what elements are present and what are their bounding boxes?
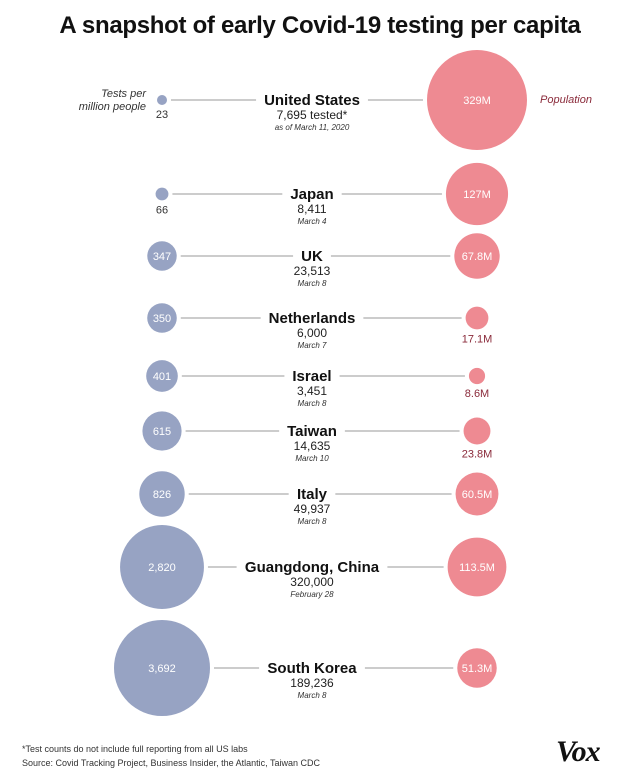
test-date: February 28 — [290, 590, 334, 599]
tests-value: 66 — [156, 204, 168, 216]
legend-population: Population — [540, 94, 592, 106]
tested-count: 189,236 — [290, 676, 334, 690]
tested-count: 6,000 — [297, 326, 327, 340]
legend-tests-line1: Tests per — [101, 88, 147, 100]
test-date: March 8 — [298, 399, 327, 408]
row-united-states: United States 23 329M 7,695 tested*as of Ma… — [156, 50, 527, 150]
country-label: Netherlands — [269, 310, 356, 327]
tests-value: 3,692 — [148, 663, 176, 675]
footnote: *Test counts do not include full reporti… — [22, 744, 248, 754]
country-label: Guangdong, China — [245, 559, 380, 576]
population-bubble — [454, 233, 500, 279]
tests-value: 23 — [156, 109, 168, 121]
population-bubble — [468, 367, 486, 385]
population-bubble — [427, 50, 527, 150]
tests-bubble — [139, 471, 185, 517]
country-label: United States — [264, 92, 360, 109]
source-note: Source: Covid Tracking Project, Business… — [22, 758, 320, 768]
legend-tests-line2: million people — [79, 101, 146, 113]
tested-count: 14,635 — [294, 439, 331, 453]
tested-count: 8,411 — [297, 202, 326, 216]
test-date: as of March 11, 2020 — [275, 123, 350, 132]
chart-title: A snapshot of early Covid-19 testing per… — [59, 12, 581, 39]
tests-value: 350 — [153, 313, 171, 325]
tests-bubble — [147, 303, 177, 333]
tested-count: 320,000 — [290, 575, 334, 589]
population-value: 113.5M — [459, 562, 495, 574]
tests-bubble — [120, 525, 204, 609]
tests-bubble — [157, 95, 167, 105]
test-date: March 8 — [298, 279, 327, 288]
tests-bubble — [147, 241, 177, 271]
tests-bubble — [146, 360, 178, 392]
population-bubble — [463, 417, 491, 445]
test-date: March 7 — [298, 341, 327, 350]
test-date: March 4 — [298, 217, 327, 226]
tests-value: 2,820 — [148, 562, 176, 574]
test-date: March 8 — [298, 517, 327, 526]
population-bubble — [457, 648, 497, 688]
vox-logo: Vox — [556, 735, 601, 768]
country-label: Taiwan — [287, 423, 337, 440]
tested-count: 7,695 tested* — [277, 108, 348, 122]
tests-bubble — [155, 187, 169, 201]
population-bubble — [445, 162, 509, 226]
tested-count: 3,451 — [297, 384, 327, 398]
population-bubble — [447, 537, 507, 597]
tests-bubble — [114, 620, 210, 716]
country-label: South Korea — [267, 660, 357, 677]
country-label: Japan — [290, 186, 333, 203]
tests-value: 401 — [153, 371, 171, 383]
population-bubble — [465, 306, 489, 330]
tested-count: 23,513 — [294, 264, 331, 278]
tests-value: 826 — [153, 489, 171, 501]
population-value: 329M — [463, 95, 491, 107]
population-value: 51.3M — [462, 663, 493, 675]
tests-value: 347 — [153, 251, 171, 263]
tests-bubble — [142, 411, 182, 451]
country-label: UK — [301, 248, 323, 265]
country-label: Italy — [297, 486, 328, 503]
population-value: 67.8M — [462, 251, 493, 263]
test-date: March 8 — [298, 691, 327, 700]
population-bubble — [455, 472, 499, 516]
tests-value: 615 — [153, 426, 171, 438]
row-guangdong-china: Guangdong, China 2,820 113.5M 320,000Februa… — [120, 525, 507, 609]
test-date: March 10 — [295, 454, 329, 463]
tested-count: 49,937 — [294, 502, 331, 516]
population-value: 127M — [463, 189, 491, 201]
population-value: 8.6M — [465, 388, 489, 400]
population-value: 23.8M — [462, 448, 493, 460]
country-label: Israel — [292, 368, 331, 385]
population-value: 17.1M — [462, 333, 493, 345]
population-value: 60.5M — [462, 489, 493, 501]
